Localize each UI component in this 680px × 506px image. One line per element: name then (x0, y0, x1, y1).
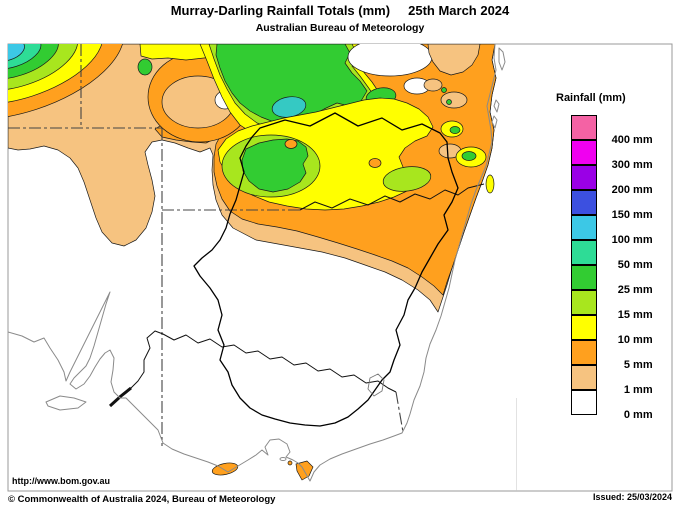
act-outline (367, 373, 385, 397)
basin-boundary (193, 112, 459, 427)
issued-date: Issued: 25/03/2024 (592, 492, 672, 502)
legend-label: 5 mm (623, 359, 653, 371)
kangaroo-island (45, 395, 87, 411)
legend-label: 0 mm (623, 409, 653, 421)
legend-swatch (571, 165, 597, 190)
legend-swatch (571, 240, 597, 265)
legend-swatch (571, 340, 597, 365)
bom-url: http://www.bom.gov.au (12, 476, 110, 486)
legend-label: 400 mm (611, 134, 653, 146)
murray-river (117, 330, 397, 399)
moreton-island (493, 99, 500, 113)
legend-label: 200 mm (611, 184, 653, 196)
legend-label: 25 mm (617, 284, 653, 296)
legend-swatch (571, 265, 597, 290)
legend-swatch (571, 290, 597, 315)
legend-swatch (571, 115, 597, 140)
legend-label: 100 mm (611, 234, 653, 246)
legend-swatch (571, 390, 597, 415)
legend-swatch (571, 365, 597, 390)
state-borders (8, 44, 404, 446)
page-subtitle: Australian Bureau of Meteorology (255, 22, 425, 34)
legend-label: 10 mm (617, 334, 653, 346)
legend-label: 15 mm (617, 309, 653, 321)
fraser-island (498, 47, 506, 71)
border-qld-nsw-rivers (299, 183, 485, 211)
legend-label: 150 mm (611, 209, 653, 221)
legend-swatch (571, 190, 597, 215)
lower-murray-lakes (108, 386, 132, 408)
coastline (8, 44, 506, 482)
legend-swatch (571, 140, 597, 165)
legend-swatch (571, 215, 597, 240)
border-nsw-vic-straight (395, 391, 404, 433)
legend-label: 50 mm (617, 259, 653, 271)
page-title: Murray-Darling Rainfall Totals (mm) 25th… (170, 3, 510, 18)
copyright-text: © Commonwealth of Australia 2024, Bureau… (8, 494, 276, 505)
legend-swatch (571, 315, 597, 340)
phillip-island (279, 457, 287, 461)
legend-title: Rainfall (mm) (556, 92, 626, 104)
rainfall-contours (8, 44, 497, 481)
river-borders (108, 183, 485, 408)
legend-label: 1 mm (623, 384, 653, 396)
legend-label: 300 mm (611, 159, 653, 171)
stradbroke-island (491, 115, 498, 129)
